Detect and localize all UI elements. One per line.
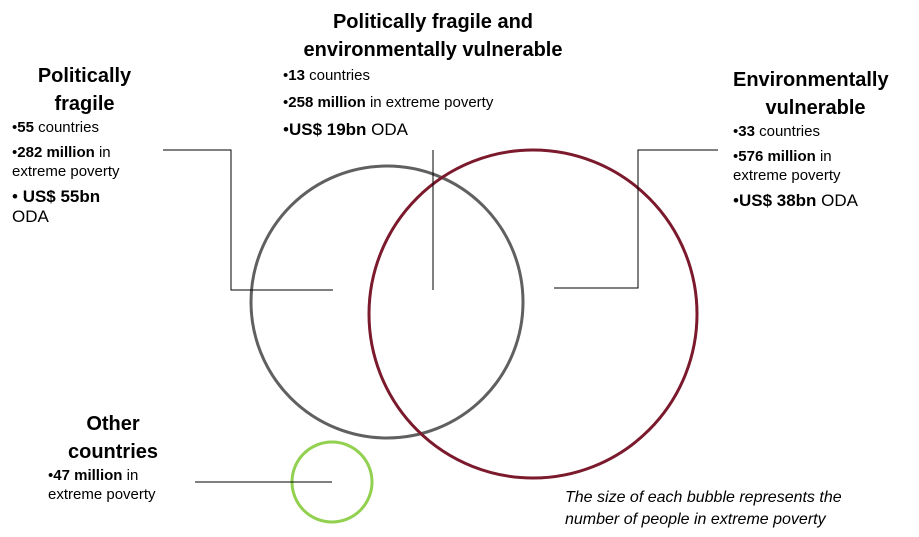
overlap-label-block: Politically fragile and environmentally … [283, 8, 593, 140]
overlap-poverty-label: in extreme poverty [365, 94, 494, 111]
vulnerable-countries-count: 33 [738, 123, 755, 140]
vulnerable-countries-label: countries [754, 123, 820, 140]
size-note-line1: The size of each bubble represents the [565, 489, 842, 506]
vulnerable-countries: •33 countries [733, 122, 913, 141]
overlap-title: Politically fragile and environmentally … [283, 8, 583, 64]
bullet: • [733, 191, 739, 210]
bullet: • [283, 120, 289, 139]
bullet: • [12, 119, 18, 136]
fragile-label-block: Politically fragile •55 countries •282 m… [12, 62, 172, 227]
size-note-line2: number of people in extreme poverty [565, 511, 826, 528]
vulnerable-poverty-label2: extreme poverty [733, 167, 841, 184]
overlap-countries-count: 13 [288, 67, 305, 84]
bullet: • [283, 67, 289, 84]
vulnerable-title: Environmentally vulnerable [733, 66, 889, 122]
vulnerable-title-line1: Environmentally [733, 69, 889, 91]
bullet: • [283, 94, 289, 111]
overlap-title-line1: Politically fragile and [332, 11, 534, 33]
fragile-oda: • US$ 55bn ODA [12, 187, 172, 227]
vulnerable-oda-label: ODA [816, 191, 858, 210]
vulnerable-circle [367, 148, 699, 480]
overlap-poverty: •258 million in extreme poverty [283, 93, 593, 112]
vulnerable-label-block: Environmentally vulnerable •33 countries… [733, 66, 913, 211]
fragile-title: Politically fragile [12, 62, 157, 118]
fragile-leader-line [163, 149, 333, 291]
other-title-line2: countries [67, 441, 159, 463]
vulnerable-oda-amount: US$ 38bn [738, 191, 817, 210]
other-poverty-label: in [122, 467, 139, 484]
vulnerable-poverty-count: 576 million [738, 148, 816, 165]
fragile-title-line2: fragile [54, 93, 115, 115]
other-title: Other countries [48, 410, 178, 466]
fragile-poverty: •282 million in extreme poverty [12, 143, 172, 181]
fragile-poverty-count: 282 million [17, 144, 95, 161]
overlap-oda-amount: US$ 19bn [288, 120, 367, 139]
fragile-countries-label: countries [33, 119, 99, 136]
vulnerable-title-line2: vulnerable [765, 97, 866, 119]
fragile-title-line1: Politically [37, 65, 132, 87]
fragile-countries: •55 countries [12, 118, 172, 137]
bullet: • [12, 187, 18, 206]
fragile-poverty-label2: extreme poverty [12, 163, 120, 180]
overlap-oda: •US$ 19bn ODA [283, 120, 593, 140]
overlap-poverty-count: 258 million [288, 94, 366, 111]
other-poverty: •47 million in extreme poverty [48, 466, 208, 504]
bullet: • [733, 148, 739, 165]
other-poverty-count: 47 million [53, 467, 123, 484]
other-label-block: Other countries •47 million in extreme p… [48, 410, 208, 504]
bullet: • [733, 123, 739, 140]
other-poverty-label2: extreme poverty [48, 486, 156, 503]
vulnerable-poverty-label: in [815, 148, 832, 165]
overlap-countries-label: countries [304, 67, 370, 84]
fragile-oda-label: ODA [12, 207, 49, 226]
size-note: The size of each bubble represents the n… [565, 487, 905, 531]
fragile-oda-amount: US$ 55bn [22, 187, 101, 206]
other-title-line1: Other [86, 413, 140, 435]
fragile-countries-count: 55 [17, 119, 34, 136]
overlap-title-line2: environmentally vulnerable [303, 39, 563, 61]
vulnerable-leader-line [554, 149, 718, 289]
overlap-oda-label: ODA [366, 120, 408, 139]
bullet: • [48, 467, 54, 484]
fragile-poverty-label: in [94, 144, 111, 161]
fragile-circle [249, 164, 525, 440]
vulnerable-oda: •US$ 38bn ODA [733, 191, 913, 211]
vulnerable-poverty: •576 million in extreme poverty [733, 147, 913, 185]
overlap-countries: •13 countries [283, 66, 593, 85]
bullet: • [12, 144, 18, 161]
